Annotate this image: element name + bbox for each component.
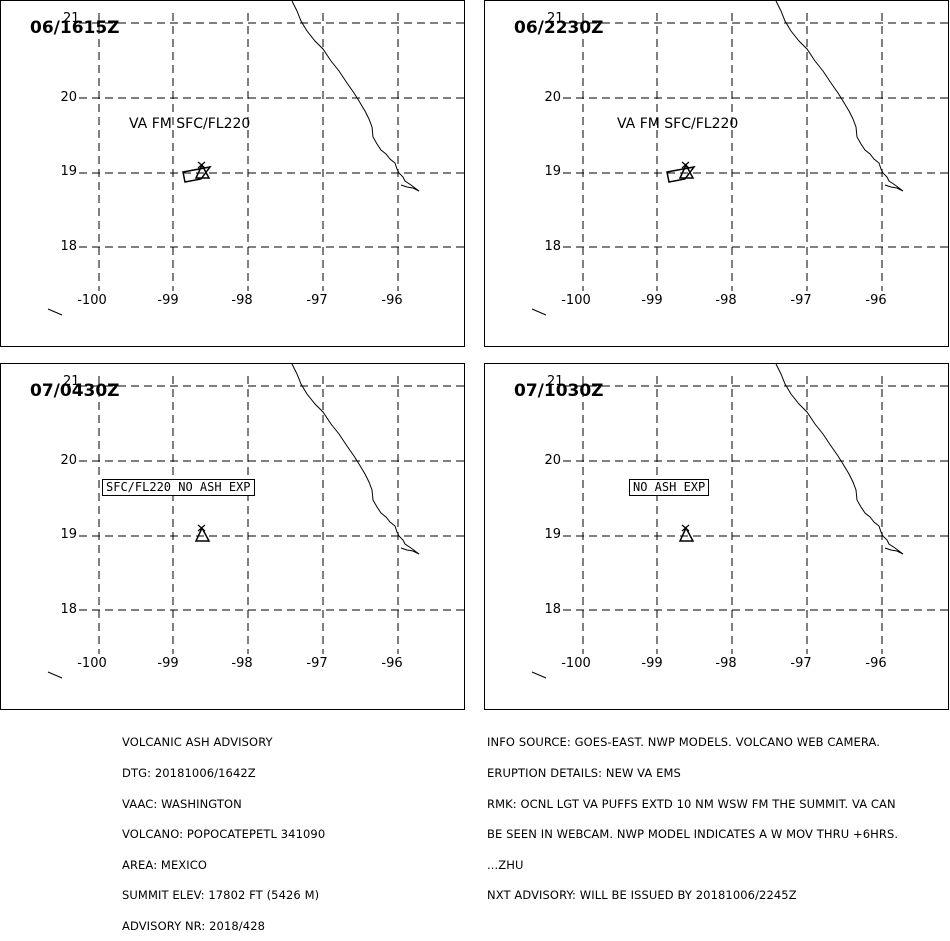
lon-label-98: -98 <box>715 656 737 671</box>
lat-label-18: 18 <box>544 602 561 617</box>
lat-label-21: 21 <box>63 374 80 389</box>
advisory-line: ...ZHU <box>487 857 524 872</box>
map-3-graphics <box>47 364 466 679</box>
lat-label-18: 18 <box>60 602 77 617</box>
lat-label-20: 20 <box>60 90 77 105</box>
advisory-line: VOLCANO: POPOCATEPETL 341090 <box>122 827 326 842</box>
map-panel-2: 21 06/2230Z 20 19 18 -100 -99 -98 -97 -9… <box>484 0 950 347</box>
ash-forecast-label: SFC/FL220 NO ASH EXP <box>102 479 255 496</box>
advisory-header-block: VOLCANIC ASH ADVISORY DTG: 20181006/1642… <box>122 717 325 941</box>
advisory-line: ERUPTION DETAILS: NEW VA EMS <box>487 766 681 780</box>
panel-1-time: 06/1615Z <box>30 18 120 38</box>
lat-label-20: 20 <box>544 90 561 105</box>
lon-label-99: -99 <box>641 656 663 671</box>
lon-label-100: -100 <box>561 293 591 308</box>
coastline-fragment <box>531 308 547 316</box>
advisory-line: AREA: MEXICO <box>122 857 208 872</box>
ash-layer-label: VA FM SFC/FL220 <box>617 116 739 132</box>
lat-label-21: 21 <box>63 11 80 26</box>
advisory-line: VAAC: WASHINGTON <box>122 796 242 811</box>
lon-label-99: -99 <box>157 656 179 671</box>
lat-label-18: 18 <box>544 239 561 254</box>
coastline <box>291 1 420 192</box>
lon-label-97: -97 <box>306 293 328 308</box>
panel-2-time: 06/2230Z <box>514 18 604 38</box>
map-panel-4: 21 07/1030Z 20 19 18 -100 -99 -98 -97 -9… <box>484 363 950 710</box>
eruption-mark-icon <box>681 161 690 169</box>
lon-label-99: -99 <box>641 293 663 308</box>
lon-label-97: -97 <box>306 656 328 671</box>
lon-label-96: -96 <box>381 656 403 671</box>
coastline-fragment <box>531 671 547 679</box>
advisory-line: SUMMIT ELEV: 17802 FT (5426 M) <box>122 888 320 903</box>
lat-label-19: 19 <box>544 527 561 542</box>
panel-4-time: 07/1030Z <box>514 381 604 401</box>
eruption-mark-icon <box>197 161 206 169</box>
advisory-line: NXT ADVISORY: WILL BE ISSUED BY 20181006… <box>487 888 797 903</box>
ash-cloud-polygon <box>182 165 212 183</box>
advisory-details-block: INFO SOURCE: GOES-EAST. NWP MODELS. VOLC… <box>487 717 898 911</box>
lat-label-20: 20 <box>60 453 77 468</box>
eruption-mark-icon <box>197 524 206 532</box>
ash-layer-label: VA FM SFC/FL220 <box>129 116 251 132</box>
lon-label-97: -97 <box>790 293 812 308</box>
lon-label-96: -96 <box>865 293 887 308</box>
advisory-line: RMK: OCNL LGT VA PUFFS EXTD 10 NM WSW FM… <box>487 796 896 811</box>
lat-label-20: 20 <box>544 453 561 468</box>
lon-label-99: -99 <box>157 293 179 308</box>
lon-label-98: -98 <box>231 293 253 308</box>
ash-forecast-label: NO ASH EXP <box>629 479 710 496</box>
map-1-graphics <box>47 1 466 316</box>
advisory-line: ADVISORY NR: 2018/428 <box>122 918 266 933</box>
eruption-mark-icon <box>681 524 690 532</box>
panel-3-time: 07/0430Z <box>30 381 120 401</box>
lat-label-19: 19 <box>544 164 561 179</box>
advisory-line: VOLCANIC ASH ADVISORY <box>122 735 273 750</box>
map-2-graphics <box>531 1 950 316</box>
lat-label-21: 21 <box>547 11 564 26</box>
advisory-line: BE SEEN IN WEBCAM. NWP MODEL INDICATES A… <box>487 827 899 842</box>
lon-label-100: -100 <box>561 656 591 671</box>
coastline-fragment <box>47 671 63 679</box>
map-panel-1: 21 06/1615Z 20 19 18 -100 -99 -98 -97 -9… <box>0 0 466 347</box>
map-4-graphics <box>531 364 950 679</box>
coastline <box>775 1 904 192</box>
lon-label-98: -98 <box>715 293 737 308</box>
volcano-icon <box>678 526 695 542</box>
lon-label-100: -100 <box>77 656 107 671</box>
ash-cloud-polygon <box>666 165 696 183</box>
lon-label-97: -97 <box>790 656 812 671</box>
lon-label-100: -100 <box>77 293 107 308</box>
advisory-line: DTG: 20181006/1642Z <box>122 766 256 780</box>
coastline-fragment <box>47 308 63 316</box>
coastline <box>291 364 420 555</box>
advisory-line: INFO SOURCE: GOES-EAST. NWP MODELS. VOLC… <box>487 735 881 750</box>
lat-label-19: 19 <box>60 164 77 179</box>
volcano-icon <box>194 526 211 542</box>
lon-label-98: -98 <box>231 656 253 671</box>
lon-label-96: -96 <box>381 293 403 308</box>
lat-label-18: 18 <box>60 239 77 254</box>
lat-label-19: 19 <box>60 527 77 542</box>
lat-label-21: 21 <box>547 374 564 389</box>
map-panel-3: 21 07/0430Z 20 19 18 -100 -99 -98 -97 -9… <box>0 363 466 710</box>
lon-label-96: -96 <box>865 656 887 671</box>
coastline <box>775 364 904 555</box>
